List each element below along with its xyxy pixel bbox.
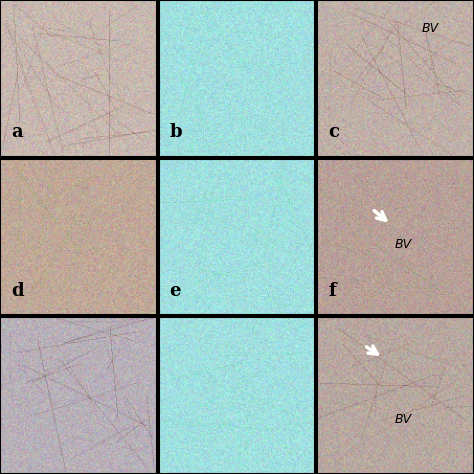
Text: BV: BV: [395, 412, 412, 426]
Text: BV: BV: [395, 238, 412, 251]
Text: b: b: [170, 123, 182, 141]
Text: BV: BV: [421, 22, 438, 35]
Text: e: e: [170, 282, 181, 300]
Text: d: d: [11, 282, 24, 300]
Text: f: f: [328, 282, 336, 300]
Text: a: a: [11, 123, 23, 141]
Text: c: c: [328, 123, 339, 141]
